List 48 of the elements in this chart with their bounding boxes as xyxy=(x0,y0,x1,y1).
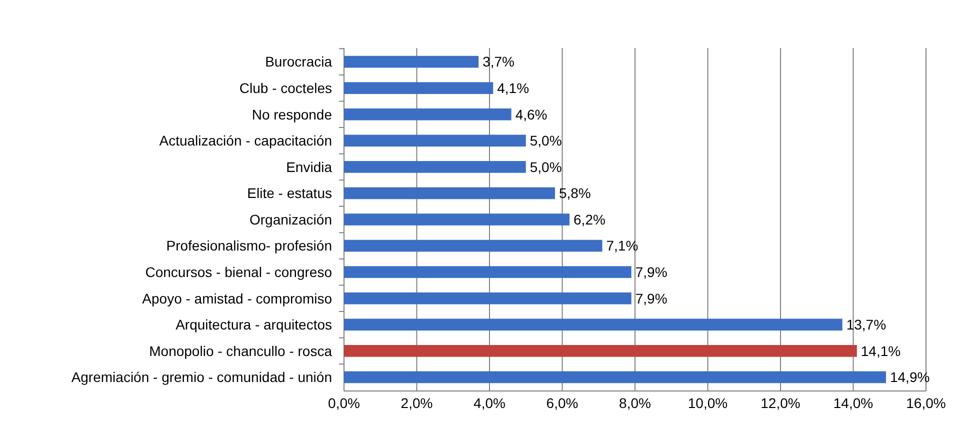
bar xyxy=(344,214,570,226)
y-tick-label: Club - cocteles xyxy=(239,80,332,96)
y-tick-label: Elite - estatus xyxy=(247,185,332,202)
data-label: 14,1% xyxy=(860,342,901,359)
y-tick-label: Apoyo - amistad - compromiso xyxy=(142,290,332,306)
x-tick-label: 6,0% xyxy=(546,395,578,411)
x-tick-label: 12,0% xyxy=(760,395,800,411)
y-tick-label: Organización xyxy=(250,211,332,228)
y-tick-label: No responde xyxy=(252,106,332,122)
x-tick-label: 16,0% xyxy=(906,395,946,411)
bar xyxy=(344,371,886,384)
x-tick-label: 8,0% xyxy=(619,395,651,411)
bar xyxy=(344,187,555,200)
data-label: 7,9% xyxy=(635,290,668,306)
data-label: 13,7% xyxy=(846,316,886,333)
y-tick-label: Profesionalismo- profesión xyxy=(166,238,332,254)
bar xyxy=(344,161,526,173)
y-tick-label: Actualización - capacitación xyxy=(159,132,332,149)
y-tick-label: Arquitectura - arquitectos xyxy=(176,316,332,333)
x-tick-label: 10,0% xyxy=(688,395,728,411)
x-tick-label: 4,0% xyxy=(474,395,506,411)
data-label: 5,8% xyxy=(558,185,591,202)
bar xyxy=(344,266,632,278)
y-tick-label: Monopolio - chancullo - rosca xyxy=(149,342,332,359)
x-tick-label: 2,0% xyxy=(400,395,433,411)
data-label: 5,0% xyxy=(530,158,562,175)
bar xyxy=(344,82,494,94)
y-tick-label: Burocracia xyxy=(265,54,332,70)
data-label: 7,1% xyxy=(606,238,638,254)
y-tick-label: Concursos - bienal - congreso xyxy=(145,264,332,280)
x-tick-label: 14,0% xyxy=(833,395,874,411)
bar xyxy=(344,240,602,252)
bar xyxy=(344,292,632,304)
bar xyxy=(344,108,512,120)
bar xyxy=(344,134,526,147)
data-label: 4,1% xyxy=(497,80,530,96)
bar xyxy=(344,345,857,357)
data-label: 14,9% xyxy=(890,369,930,386)
data-label: 5,0% xyxy=(530,132,562,149)
data-label: 6,2% xyxy=(574,211,606,228)
data-label: 4,6% xyxy=(515,106,548,122)
x-tick-label: 0,0% xyxy=(328,395,360,411)
bar xyxy=(344,56,479,68)
data-label: 7,9% xyxy=(635,264,668,280)
data-label: 3,7% xyxy=(482,54,515,70)
bar xyxy=(344,318,842,331)
y-tick-label: Envidia xyxy=(286,158,332,175)
y-tick-label: Agremiación - gremio - comunidad - unión xyxy=(71,369,332,386)
